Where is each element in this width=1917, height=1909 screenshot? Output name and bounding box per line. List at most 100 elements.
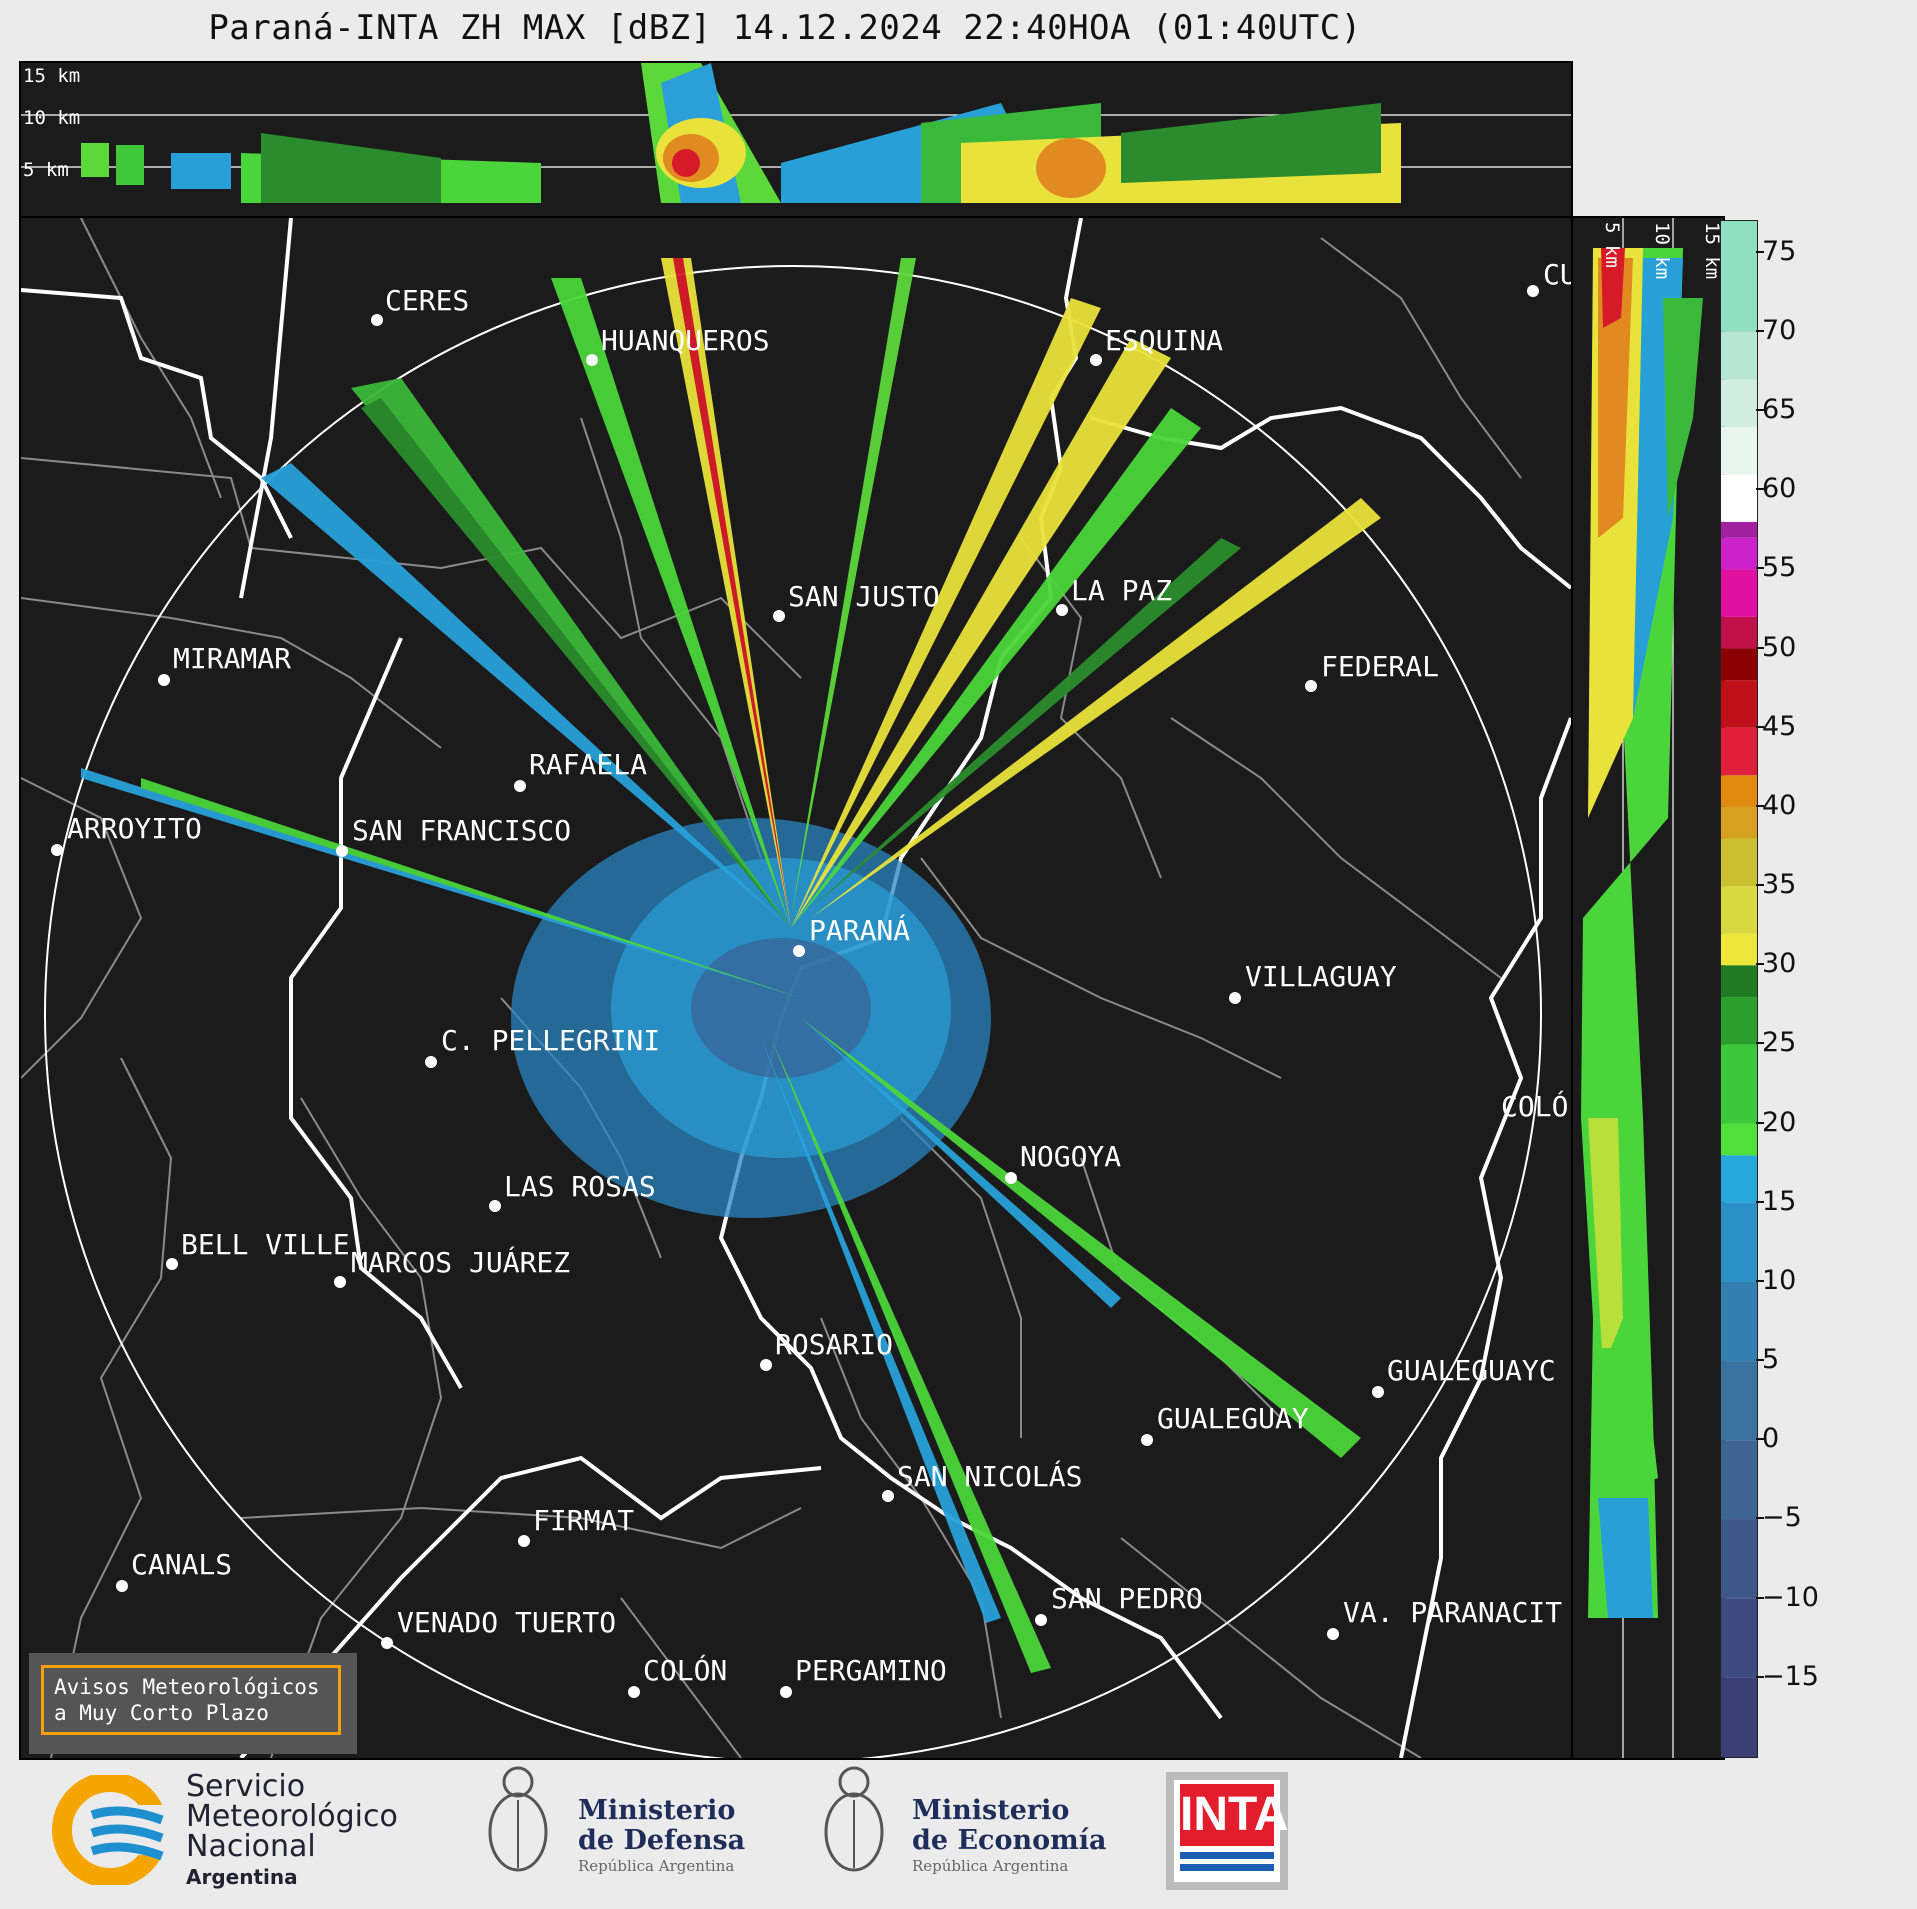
colorbar-tick-mark [1756, 1200, 1764, 1203]
colorbar-tick-label: 50 [1762, 631, 1797, 663]
inta-logo: INTA [1166, 1772, 1288, 1890]
colorbar-tick-mark [1756, 963, 1764, 966]
colorbar-tick-mark [1756, 725, 1764, 728]
colorbar-tick-label: 45 [1762, 710, 1797, 742]
colorbar-band [1721, 1440, 1757, 1520]
colorbar-band [1721, 1598, 1757, 1678]
city-label: NOGOYA [1020, 1140, 1122, 1173]
colorbar-tick-mark [1756, 409, 1764, 412]
colorbar-band [1721, 996, 1757, 1045]
colorbar-tick-mark [1756, 1596, 1764, 1599]
city-label: GUALEGUAY [1157, 1402, 1309, 1435]
colorbar-tick-label: −15 [1762, 1660, 1819, 1692]
colorbar-band [1721, 221, 1757, 332]
city-label: RAFAELA [529, 748, 648, 781]
city-label: HUANQUEROS [601, 324, 770, 357]
colorbar-tick-mark [1756, 804, 1764, 807]
city-label: FIRMAT [533, 1504, 635, 1537]
smn-line4: Argentina [186, 1865, 298, 1889]
map-title: Paraná-INTA ZH MAX [dBZ] 14.12.2024 22:4… [208, 8, 1362, 48]
defensa-line1: Ministerio [578, 1795, 736, 1826]
colorbar-band [1721, 1044, 1757, 1124]
colorbar-band [1721, 965, 1757, 997]
colorbar-band [1721, 648, 1757, 681]
colorbar-tick-mark [1756, 1675, 1764, 1678]
colorbar-tick-label: 75 [1762, 235, 1797, 267]
colorbar-band [1721, 569, 1757, 617]
side-cross-section-echoes [1581, 218, 1703, 1758]
colorbar-tick-label: 55 [1762, 552, 1797, 584]
top-cross-section-echoes [21, 63, 1571, 203]
colorbar-tick-label: 0 [1762, 1423, 1780, 1455]
colorbar-tick-mark [1756, 884, 1764, 887]
colorbar-tick-label: 5 [1762, 1344, 1780, 1376]
city-label: ARROYITO [67, 812, 202, 845]
colorbar-band [1721, 616, 1757, 649]
colorbar-tick-mark [1756, 250, 1764, 253]
city-label: SAN PEDRO [1051, 1582, 1203, 1615]
colorbar-band [1721, 1677, 1757, 1757]
colorbar-tick-label: 40 [1762, 789, 1797, 821]
colorbar-band [1721, 1202, 1757, 1282]
city-label: VA. PARANACIT [1343, 1596, 1563, 1629]
colorbar-tick-label: 20 [1762, 1106, 1797, 1138]
defensa-coat-of-arms-icon [488, 1766, 548, 1872]
colorbar-band [1721, 1519, 1757, 1599]
city-label: C. PELLEGRINI [441, 1024, 661, 1057]
colorbar-tick-label: 60 [1762, 473, 1797, 505]
avisos-box[interactable]: Avisos Meteorológicos a Muy Corto Plazo [29, 1653, 357, 1754]
top-cross-section-panel: 15 km 10 km 5 km [19, 61, 1573, 218]
colorbar-band [1721, 537, 1757, 570]
side-height-label-10km: 10 km [1651, 222, 1673, 280]
colorbar-band [1721, 379, 1757, 427]
city-label: CU [1543, 258, 1571, 291]
colorbar-band [1721, 933, 1757, 966]
side-cross-section-panel: 5 km 10 km 15 km [1571, 216, 1725, 1760]
defensa-line2: de Defensa [578, 1825, 746, 1856]
colorbar-tick-mark [1756, 488, 1764, 491]
colorbar-tick-label: 25 [1762, 1027, 1797, 1059]
city-label: GUALEGUAYC [1387, 1354, 1556, 1387]
city-label: COLÓN [643, 1654, 728, 1687]
economia-line1: Ministerio [912, 1795, 1070, 1826]
defensa-line3: República Argentina [578, 1857, 735, 1875]
city-label: VILLAGUAY [1245, 960, 1397, 993]
economia-line2: de Economía [912, 1825, 1107, 1856]
colorbar-tick-label: −10 [1762, 1581, 1819, 1613]
colorbar-tick-mark [1756, 329, 1764, 332]
city-label: COLÓ [1501, 1090, 1569, 1123]
colorbar-tick-label: 15 [1762, 1185, 1797, 1217]
radial-echo-bands [81, 258, 1381, 1673]
city-label: PERGAMINO [795, 1654, 947, 1687]
city-label: LA PAZ [1071, 574, 1173, 607]
avisos-line2: a Muy Corto Plazo [54, 1701, 269, 1725]
colorbar-band [1721, 1361, 1757, 1441]
top-height-label-5km: 5 km [23, 159, 69, 181]
colorbar-tick-label: 35 [1762, 869, 1797, 901]
city-label: MIRAMAR [173, 642, 292, 675]
colorbar-band [1721, 806, 1757, 839]
colorbar-band [1721, 331, 1757, 380]
colorbar-tick-label: 30 [1762, 948, 1797, 980]
smn-line3: Nacional [186, 1829, 316, 1864]
city-label: ESQUINA [1105, 324, 1224, 357]
city-label: VENADO TUERTO [397, 1606, 617, 1639]
avisos-inner: Avisos Meteorológicos a Muy Corto Plazo [41, 1665, 341, 1735]
colorbar-tick-mark [1756, 1359, 1764, 1362]
city-label: SAN NICOLÁS [897, 1460, 1083, 1493]
top-height-label-15km: 15 km [23, 65, 81, 87]
radar-map [21, 218, 1571, 1758]
colorbar-tick-mark [1756, 646, 1764, 649]
avisos-line1: Avisos Meteorológicos [54, 1675, 320, 1699]
city-label: CANALS [131, 1548, 233, 1581]
radar-map-panel: CERES HUANQUEROS ESQUINA CU SAN JUSTO LA… [19, 216, 1573, 1760]
city-label: SAN JUSTO [788, 580, 940, 613]
colorbar-tick-mark [1756, 1438, 1764, 1441]
colorbar-band [1721, 886, 1757, 934]
city-label: FEDERAL [1321, 650, 1440, 683]
range-ring [44, 265, 1542, 1758]
city-label: CERES [385, 284, 470, 317]
city-label: SAN FRANCISCO [352, 814, 572, 847]
city-label: ROSARIO [775, 1328, 894, 1361]
city-markers [51, 285, 1539, 1698]
